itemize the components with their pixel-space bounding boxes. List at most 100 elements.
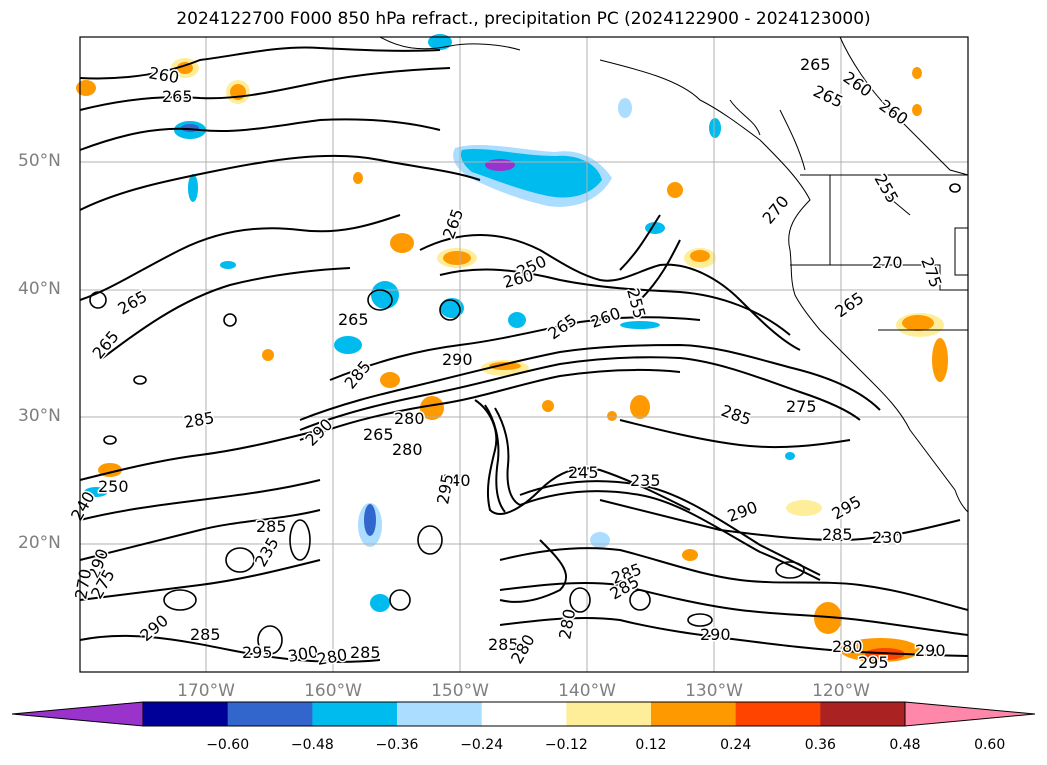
- lat-label-20n: 20°N: [18, 533, 61, 553]
- colorbar-cell: [651, 702, 737, 726]
- lon-label-140w: 140°W: [558, 681, 616, 701]
- colorbar-cell: [143, 702, 229, 726]
- contour-label: 260: [588, 303, 623, 331]
- colorbar-cell: [481, 702, 567, 726]
- contour-label: 280: [832, 637, 863, 656]
- lat-label-40n: 40°N: [18, 279, 61, 299]
- contour-label: 245: [568, 463, 599, 482]
- contour-label: 295: [829, 492, 865, 524]
- lat-label-50n: 50°N: [18, 151, 61, 171]
- contour-label: 260: [147, 63, 180, 87]
- precip-blue-area: [364, 504, 376, 536]
- colorbar-tick-label: −0.36: [375, 737, 419, 753]
- colorbar-cell: [227, 702, 313, 726]
- contour-label: 280: [392, 440, 423, 459]
- colorbar-tick-label: 0.36: [804, 737, 836, 753]
- precip-blue-area: [188, 174, 198, 202]
- precip-blue-area: [334, 336, 362, 354]
- precip-orange-area: [667, 182, 683, 198]
- precip-orange-area: [380, 372, 400, 388]
- precip-blue-area: [428, 34, 452, 50]
- colorbar-cells: [11, 701, 1036, 727]
- colorbar-tick-label: 0.60: [974, 737, 1006, 753]
- precip-blue-area: [508, 312, 526, 328]
- contour-label: 265: [89, 327, 123, 363]
- precip-orange-area: [76, 80, 96, 96]
- precip-blue-area: [709, 118, 721, 138]
- precip-orange-area: [607, 411, 617, 421]
- colorbar-tick-label: −0.12: [544, 737, 588, 753]
- contour-label: 270: [759, 192, 793, 228]
- contour-label: 285: [256, 517, 287, 536]
- precip-blue-area: [620, 321, 660, 329]
- colorbar-tick-label: −0.48: [290, 737, 334, 753]
- contour-label: 280: [394, 409, 425, 428]
- precip-orange-area: [682, 549, 698, 561]
- colorbar-extend-high: [904, 701, 1036, 727]
- precip-orange-area: [443, 251, 471, 265]
- contour-label: 285: [488, 635, 519, 654]
- colorbar-cell: [735, 702, 821, 726]
- precip-orange-area: [912, 67, 922, 79]
- precip-orange-area: [902, 315, 934, 331]
- colorbar: [11, 701, 1036, 727]
- contour-label: 265: [831, 288, 867, 321]
- contour-label: 280: [315, 645, 348, 669]
- precip-blue-area: [590, 532, 610, 548]
- contour-label: 295: [858, 653, 889, 672]
- precip-blue-area: [785, 452, 795, 460]
- contour-label: 280: [555, 607, 579, 640]
- contour-label: 290: [301, 415, 336, 450]
- contour-label: 265: [115, 287, 151, 319]
- colorbar-cell: [312, 702, 398, 726]
- lat-label-30n: 30°N: [18, 406, 61, 426]
- contour-label: 255: [623, 286, 649, 320]
- contour-label: 235: [251, 534, 283, 570]
- map-title: 2024122700 F000 850 hPa refract., precip…: [176, 9, 871, 29]
- precip-orange-area: [390, 233, 414, 253]
- colorbar-tick-label: −0.24: [460, 737, 504, 753]
- contour-label: 255: [871, 171, 903, 207]
- contour-label: 295: [433, 472, 457, 505]
- colorbar-extend-low: [11, 701, 144, 727]
- contour-label: 285: [350, 643, 381, 662]
- contour-label: 275: [917, 255, 945, 290]
- precip-blue-area: [618, 98, 632, 118]
- contour-label: 290: [700, 625, 731, 644]
- contour-label: 285: [341, 357, 375, 393]
- small-contour-cells: [89, 183, 961, 655]
- precip-orange-area: [420, 396, 444, 420]
- colorbar-tick-label: 0.24: [720, 737, 752, 753]
- colorbar-cell: [820, 702, 906, 726]
- contour-label: 250: [98, 477, 129, 496]
- contour-label: 265: [338, 310, 369, 329]
- lon-label-130w: 130°W: [685, 681, 743, 701]
- precip-orange-area: [814, 602, 842, 634]
- lon-label-170w: 170°W: [177, 681, 235, 701]
- precip-blue-area: [84, 487, 108, 497]
- precip-blue-area: [370, 594, 390, 612]
- contour-label: 290: [915, 641, 946, 660]
- contour-label: 285: [719, 401, 754, 429]
- precip-orange-area: [262, 349, 274, 361]
- precip-orange-area: [489, 362, 521, 370]
- contour-label: 285: [190, 625, 221, 644]
- contour-label: 285: [822, 525, 853, 544]
- precip-orange-area: [786, 500, 822, 516]
- contour-label: 290: [136, 611, 172, 645]
- precip-purple-area: [485, 159, 515, 171]
- colorbar-tick-label: −0.60: [206, 737, 250, 753]
- lon-label-160w: 160°W: [304, 681, 362, 701]
- contour-label: 265: [363, 425, 394, 444]
- contour-label: 230: [872, 528, 903, 547]
- contour-label: 290: [725, 497, 760, 525]
- colorbar-cell: [566, 702, 652, 726]
- precip-shading: [76, 34, 948, 662]
- colorbar-cell: [397, 702, 483, 726]
- contour-label: 235: [630, 471, 661, 490]
- contour-label: 290: [442, 350, 473, 369]
- colorbar-tick-label: 0.48: [889, 737, 921, 753]
- contour-label: 240: [440, 471, 471, 490]
- contour-label: 285: [182, 408, 215, 432]
